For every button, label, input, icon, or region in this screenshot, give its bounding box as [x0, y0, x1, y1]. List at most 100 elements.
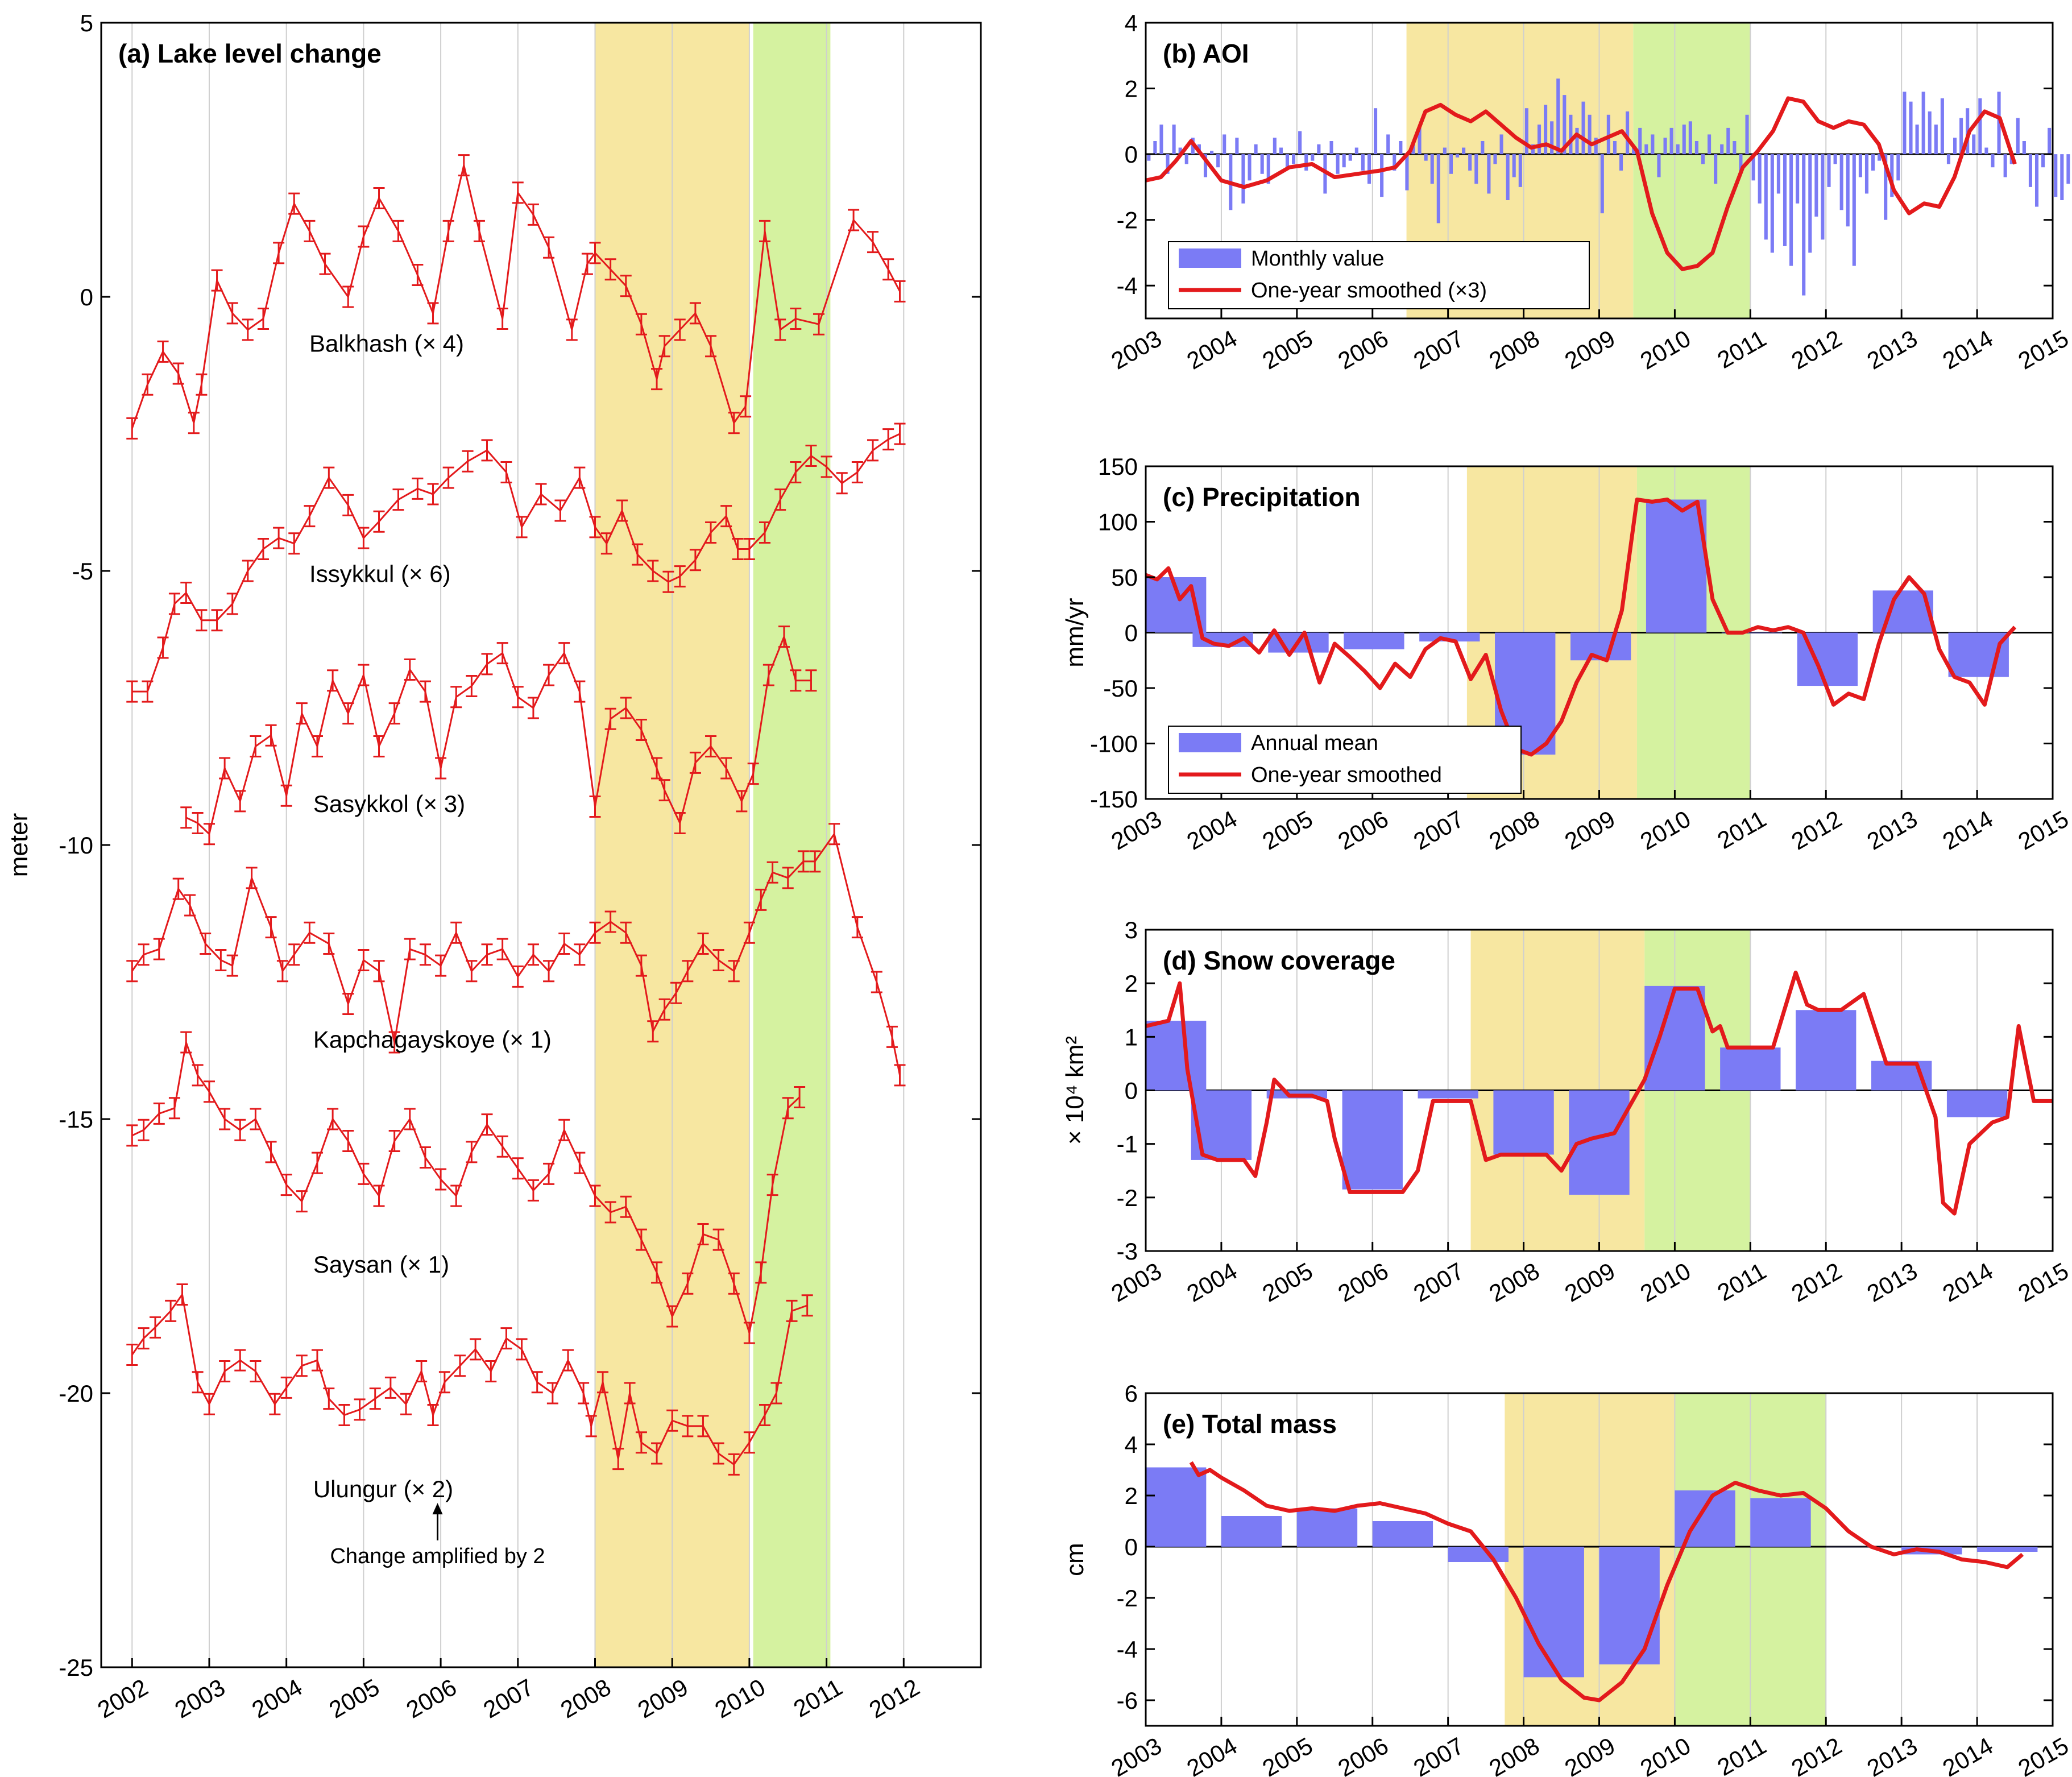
x-tick-label: 2014 [1938, 805, 1997, 855]
error-bar [632, 543, 644, 566]
error-bar [705, 521, 717, 544]
bar [1493, 154, 1497, 164]
bar [1372, 1521, 1433, 1547]
bar [1411, 144, 1415, 155]
chart-title: (a) Lake level change [118, 39, 382, 68]
error-bar [674, 565, 686, 588]
error-bar [280, 784, 292, 807]
bar [1248, 154, 1252, 181]
error-bar [674, 811, 686, 834]
error-bar [250, 1360, 262, 1382]
y-tick-label: -150 [1090, 786, 1138, 813]
legend: Annual mean One-year smoothed [1168, 726, 1522, 794]
error-bar [196, 609, 208, 632]
bar [1959, 118, 1963, 155]
bar [1915, 125, 1919, 155]
bar [1758, 154, 1762, 204]
bar [1726, 127, 1730, 155]
bar [1575, 127, 1579, 155]
error-bar [481, 1113, 493, 1136]
y-tick-label: -10 [59, 832, 93, 859]
x-tick-label: 2010 [1636, 1732, 1695, 1777]
error-bar [126, 1344, 138, 1366]
error-bar [373, 510, 385, 533]
bar [1221, 1516, 1282, 1547]
x-tick-label: 2007 [1409, 1732, 1468, 1777]
x-tick-label: 2003 [1107, 1257, 1166, 1307]
bar [2016, 118, 2020, 155]
error-bar [589, 796, 601, 818]
x-tick-label: 2006 [401, 1674, 461, 1723]
x-tick-label: 2007 [1409, 1257, 1468, 1307]
error-bar [338, 1404, 350, 1427]
bar [1449, 154, 1453, 174]
shaded-period-1 [753, 23, 831, 1667]
panel-e: 6 4 2 0 -2 -4 -6 2003 2004 2005 2006 2007 2008 2009 20… [1061, 1380, 2072, 1777]
bar [1298, 131, 1302, 155]
x-tick-label: 2013 [1862, 1732, 1921, 1777]
x-tick-label: 2008 [1485, 1732, 1544, 1777]
bar [1570, 632, 1631, 661]
error-bar [142, 373, 154, 396]
error-bar [373, 960, 385, 983]
error-bar [126, 680, 138, 703]
error-bar [743, 1431, 755, 1454]
error-bar [527, 203, 539, 226]
bar [1424, 154, 1428, 161]
bar [1871, 154, 1875, 171]
error-bar [882, 258, 894, 281]
bar [1153, 141, 1157, 155]
bar [1166, 154, 1170, 174]
error-bar [635, 1228, 647, 1251]
error-bar [589, 1184, 601, 1207]
error-bar [485, 1360, 497, 1382]
error-bar [211, 609, 223, 632]
series-line [131, 165, 901, 429]
error-bar [196, 373, 208, 396]
series-1: Issykkul (× 6) [126, 422, 906, 703]
error-bar [138, 1119, 150, 1141]
x-tick-label: 2005 [1258, 325, 1317, 374]
error-bar [165, 1299, 177, 1322]
series-4: Saysan (× 1) [126, 1031, 806, 1344]
error-bar [450, 686, 462, 709]
bar [1701, 154, 1705, 164]
error-bar [276, 960, 288, 983]
bar [1644, 985, 1705, 1091]
x-tick-label: 2006 [1333, 325, 1393, 374]
error-bar [697, 933, 709, 955]
bar [1663, 138, 1667, 155]
error-bar [689, 549, 701, 571]
y-tick-label: 0 [80, 284, 93, 310]
bar [1613, 141, 1617, 155]
error-bar [172, 877, 184, 900]
series-label: Balkhash (× 4) [309, 330, 464, 357]
y-tick-label: -2 [1117, 1585, 1138, 1612]
bar [1599, 1547, 1660, 1664]
bar [1493, 1090, 1554, 1155]
bar-group [1147, 78, 2070, 296]
error-bar [535, 483, 547, 506]
series-5: Ulungur (× 2) [126, 1283, 813, 1502]
bar [1657, 154, 1661, 177]
error-bar [740, 395, 752, 418]
error-bar [384, 1376, 396, 1399]
error-bar [184, 894, 196, 917]
bar [1311, 154, 1315, 161]
y-tick-label: -5 [72, 558, 93, 585]
error-bar [581, 252, 593, 275]
error-bar [797, 850, 809, 873]
bar [1266, 154, 1270, 184]
error-bar [219, 1360, 231, 1382]
bar [1523, 1547, 1584, 1677]
y-tick-label: -1 [1117, 1131, 1138, 1158]
bar [1750, 1498, 1811, 1547]
bar [1594, 138, 1598, 155]
x-tick-label: 2006 [1333, 1257, 1393, 1307]
error-bar [257, 308, 269, 330]
bar [1796, 154, 1800, 204]
error-bar [759, 219, 771, 242]
error-bar [481, 439, 493, 462]
error-bar [527, 697, 539, 719]
bar [1638, 127, 1642, 155]
